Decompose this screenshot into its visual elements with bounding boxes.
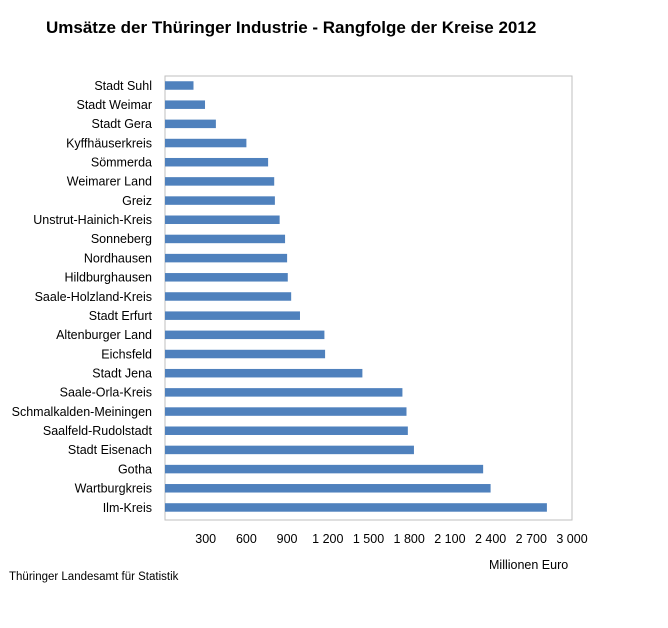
- category-label: Sonneberg: [91, 232, 152, 246]
- bar: [165, 253, 288, 263]
- category-label: Eichsfeld: [101, 347, 152, 361]
- bar: [165, 215, 280, 225]
- bar: [165, 330, 325, 340]
- bar: [165, 426, 408, 435]
- bar: [165, 196, 275, 205]
- category-label: Stadt Eisenach: [68, 443, 152, 457]
- x-tick-label: 2 400: [475, 532, 506, 546]
- x-axis-ticks: 300 600 900 1 200 1 500 1 800 2 100 2 400 2 700 3…: [195, 532, 587, 546]
- category-label: Stadt Gera: [92, 117, 152, 131]
- category-label: Kyffhäuserkreis: [66, 136, 152, 150]
- category-label: Saale-Orla-Kreis: [60, 386, 152, 400]
- bar: [165, 349, 326, 359]
- bar: [165, 503, 547, 512]
- category-label: Stadt Jena: [92, 367, 152, 381]
- category-label: Saalfeld-Rudolstadt: [43, 424, 153, 438]
- bar: [165, 234, 286, 244]
- category-label: Sömmerda: [91, 156, 152, 170]
- category-label: Ilm-Kreis: [103, 501, 152, 515]
- category-label: Saale-Holzland-Kreis: [35, 290, 152, 304]
- x-tick-label: 1 800: [394, 532, 425, 546]
- category-label: Gotha: [118, 462, 152, 476]
- category-label: Stadt Erfurt: [89, 309, 153, 323]
- bar: [165, 388, 403, 397]
- bar: [165, 368, 363, 378]
- x-tick-label: 600: [236, 532, 257, 546]
- bar: [165, 292, 292, 301]
- category-label: Weimarer Land: [67, 175, 152, 189]
- bar: [165, 484, 491, 493]
- source-note: Thüringer Landesamt für Statistik: [9, 571, 179, 583]
- x-tick-label: 1 500: [353, 532, 384, 546]
- bar: [165, 138, 247, 148]
- category-label: Nordhausen: [84, 251, 152, 265]
- bar: [165, 81, 194, 90]
- bars: [165, 81, 547, 512]
- bar: [165, 464, 484, 474]
- category-label: Hildburghausen: [64, 271, 152, 285]
- category-label: Stadt Suhl: [94, 79, 152, 93]
- x-tick-label: 1 200: [312, 532, 343, 546]
- x-tick-label: 2 700: [516, 532, 547, 546]
- bar: [165, 157, 269, 167]
- x-tick-label: 3 000: [556, 532, 587, 546]
- bar: [165, 445, 414, 455]
- bar: [165, 177, 275, 186]
- x-tick-label: 2 100: [434, 532, 465, 546]
- bar: [165, 119, 216, 129]
- category-label: Stadt Weimar: [77, 98, 153, 112]
- category-label: Wartburgkreis: [75, 482, 152, 496]
- bar: [165, 311, 300, 320]
- category-label: Schmalkalden-Meiningen: [12, 405, 152, 419]
- category-label: Altenburger Land: [56, 328, 152, 342]
- x-tick-label: 900: [277, 532, 298, 546]
- x-tick-label: 300: [195, 532, 216, 546]
- category-labels: Stadt Suhl Stadt Weimar Stadt Gera Kyffhäus…: [12, 79, 153, 515]
- chart-title: Umsätze der Thüringer Industrie - Rangfo…: [46, 18, 537, 37]
- bar: [165, 100, 206, 109]
- category-label: Greiz: [122, 194, 152, 208]
- category-label: Unstrut-Hainich-Kreis: [33, 213, 152, 227]
- x-axis-label: Millionen Euro: [489, 558, 569, 572]
- bar: [165, 273, 288, 282]
- bar: [165, 407, 407, 416]
